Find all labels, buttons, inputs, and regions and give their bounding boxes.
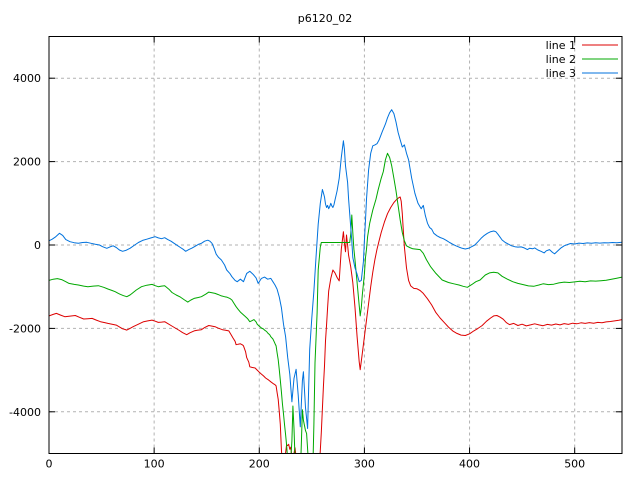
legend-entry: line 1 bbox=[546, 39, 618, 52]
legend-entry: line 3 bbox=[546, 67, 618, 80]
x-tick-label: 0 bbox=[46, 458, 53, 471]
legend-label: line 3 bbox=[546, 67, 576, 80]
x-tick-label: 200 bbox=[249, 458, 270, 471]
series-line-1 bbox=[49, 196, 622, 454]
legend-entry: line 2 bbox=[546, 53, 618, 66]
y-tick-label: 0 bbox=[34, 239, 41, 252]
series-line-2 bbox=[49, 152, 622, 454]
y-tick-label: -4000 bbox=[9, 406, 41, 419]
x-tick-label: 100 bbox=[144, 458, 165, 471]
series-lines bbox=[49, 109, 622, 454]
legend-label: line 2 bbox=[546, 53, 576, 66]
y-tick-label: -2000 bbox=[9, 322, 41, 335]
x-tick-label: 500 bbox=[564, 458, 585, 471]
axes-and-ticks: 0 100 200 300 400 500 -4000 -2000 0 2000 4000 bbox=[9, 36, 623, 471]
y-tick-label: 2000 bbox=[13, 156, 41, 169]
legend-label: line 1 bbox=[546, 39, 576, 52]
x-tick-label: 400 bbox=[459, 458, 480, 471]
series-line-3 bbox=[49, 109, 622, 429]
x-tick-label: 300 bbox=[354, 458, 375, 471]
chart-title: p6120_02 bbox=[298, 12, 352, 25]
y-tick-label: 4000 bbox=[13, 72, 41, 85]
